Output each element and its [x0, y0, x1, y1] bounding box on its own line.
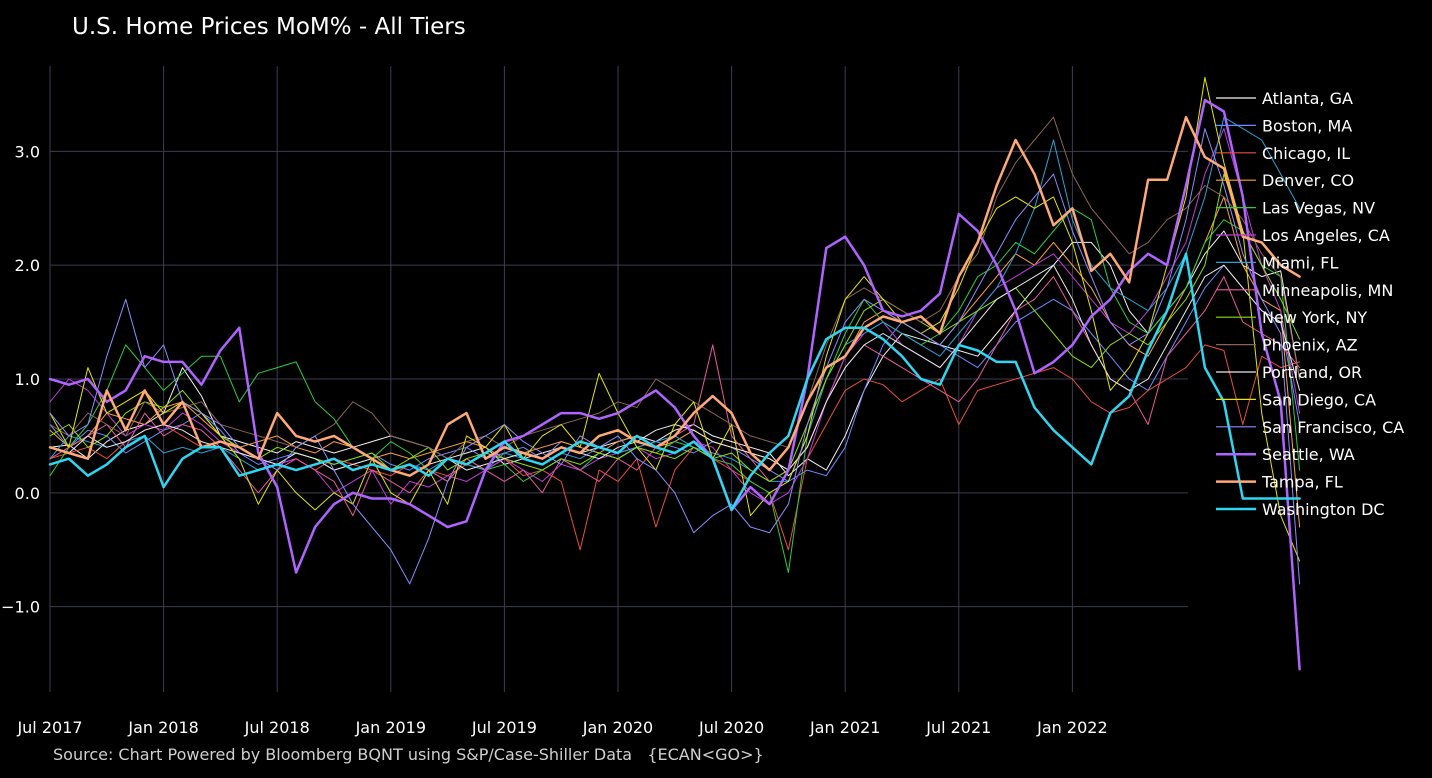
- x-tick-label: Jan 2019: [355, 718, 426, 737]
- legend-label: Portland, OR: [1262, 363, 1362, 382]
- legend-item-miami-fl[interactable]: Miami, FL: [1216, 253, 1338, 272]
- legend-label: Las Vegas, NV: [1262, 199, 1375, 218]
- series-line-atlanta-ga: [49, 230, 1301, 477]
- legend-item-chicago-il[interactable]: Chicago, IL: [1216, 144, 1350, 163]
- x-tick-label: Jul 2018: [244, 718, 310, 737]
- series-line-san-francisco-ca: [49, 128, 1301, 585]
- legend-item-minneapolis-mn[interactable]: Minneapolis, MN: [1216, 281, 1393, 300]
- x-tick-label: Jul 2020: [698, 718, 764, 737]
- legend-label: Chicago, IL: [1262, 144, 1350, 163]
- series-line-denver-co: [49, 196, 1301, 528]
- chart-source-note: Source: Chart Powered by Bloomberg BQNT …: [53, 745, 764, 764]
- legend-item-atlanta-ga[interactable]: Atlanta, GA: [1216, 89, 1353, 108]
- legend-label: Miami, FL: [1262, 253, 1338, 272]
- legend-label: Seattle, WA: [1262, 445, 1355, 464]
- legend-label: San Diego, CA: [1262, 390, 1376, 409]
- legend-item-san-francisco-ca[interactable]: San Francisco, CA: [1216, 418, 1404, 437]
- legend-label: New York, NY: [1262, 308, 1367, 327]
- chart-title: U.S. Home Prices MoM% - All Tiers: [72, 14, 466, 40]
- series-line-las-vegas-nv: [49, 207, 1301, 573]
- x-tick-label: Jan 2018: [127, 718, 198, 737]
- legend-label: Atlanta, GA: [1262, 89, 1353, 108]
- legend-item-new-york-ny[interactable]: New York, NY: [1216, 308, 1367, 327]
- series-line-seattle-wa: [48, 98, 1301, 671]
- legend-label: Tampa, FL: [1261, 473, 1343, 492]
- series-line-washington-dc: [48, 252, 1301, 512]
- x-tick-label: Jul 2017: [16, 718, 82, 737]
- legend-item-washington-dc[interactable]: Washington DC: [1216, 500, 1385, 519]
- x-tick-label: Jan 2022: [1036, 718, 1107, 737]
- legend-item-boston-ma[interactable]: Boston, MA: [1216, 116, 1352, 135]
- legend-label: Boston, MA: [1262, 116, 1352, 135]
- legend[interactable]: Atlanta, GA Boston, MA Chicago, IL Denver, …: [1216, 89, 1404, 519]
- legend-item-las-vegas-nv[interactable]: Las Vegas, NV: [1216, 199, 1375, 218]
- series-line-miami-fl: [49, 116, 1301, 482]
- legend-label: Phoenix, AZ: [1262, 336, 1358, 355]
- legend-label: Denver, CO: [1262, 171, 1354, 190]
- x-tick-label: Jan 2021: [809, 718, 880, 737]
- y-tick-label: 0.0: [15, 484, 40, 503]
- series-line-san-diego-ca: [49, 76, 1301, 562]
- series-line-tampa-fl: [48, 115, 1301, 477]
- y-tick-label: −1.0: [1, 598, 40, 617]
- x-tick-label: Jul 2019: [471, 718, 537, 737]
- legend-label: Minneapolis, MN: [1262, 281, 1393, 300]
- legend-item-portland-or[interactable]: Portland, OR: [1216, 363, 1362, 382]
- legend-item-seattle-wa[interactable]: Seattle, WA: [1216, 445, 1355, 464]
- legend-item-los-angeles-ca[interactable]: Los Angeles, CA: [1216, 226, 1390, 245]
- legend-item-phoenix-az[interactable]: Phoenix, AZ: [1216, 336, 1358, 355]
- x-tick-label: Jul 2021: [925, 718, 991, 737]
- series-line-phoenix-az: [49, 116, 1301, 460]
- y-tick-label: 1.0: [15, 370, 40, 389]
- legend-item-tampa-fl[interactable]: Tampa, FL: [1216, 473, 1343, 492]
- legend-label: San Francisco, CA: [1262, 418, 1404, 437]
- series-lines: [48, 76, 1301, 671]
- legend-item-denver-co[interactable]: Denver, CO: [1216, 171, 1354, 190]
- y-tick-label: 3.0: [15, 142, 40, 161]
- legend-label: Los Angeles, CA: [1262, 226, 1390, 245]
- legend-item-san-diego-ca[interactable]: San Diego, CA: [1216, 390, 1376, 409]
- axes: −1.0 0.0 1.0 2.0 3.0 Jul 2017 Jan 2018 Jul 2018…: [1, 142, 1107, 737]
- x-tick-label: Jan 2020: [582, 718, 653, 737]
- series-line-boston-ma: [49, 264, 1301, 482]
- y-tick-label: 2.0: [15, 256, 40, 275]
- legend-label: Washington DC: [1262, 500, 1385, 519]
